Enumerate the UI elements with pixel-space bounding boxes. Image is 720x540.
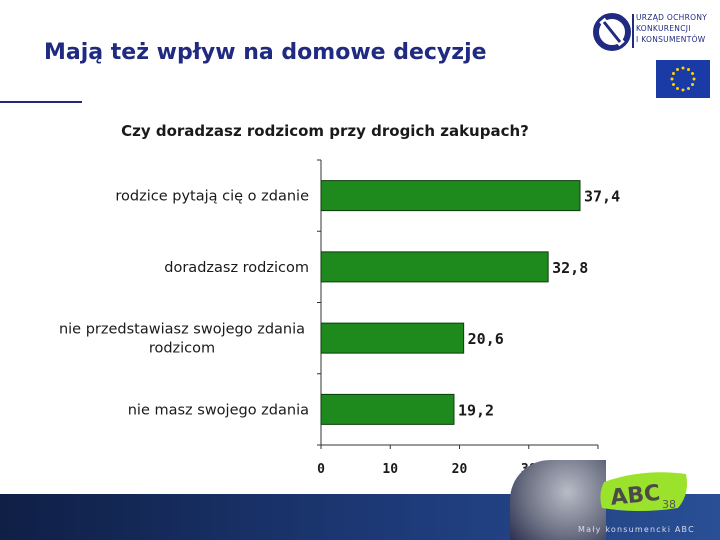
x-tick-label: 10 <box>382 462 398 477</box>
logo-line: I KONSUMENTÓW <box>636 35 706 44</box>
category-label-line: nie masz swojego zdania <box>128 402 309 418</box>
eu-star-icon <box>681 66 685 70</box>
eu-star-icon <box>671 72 675 75</box>
bar <box>320 251 549 283</box>
eu-star-icon <box>681 88 685 92</box>
eu-star-icon <box>691 83 695 86</box>
logo-text: URZĄD OCHRONY KONKURENCJI I KONSUMENTÓW <box>636 12 716 45</box>
eu-star-icon <box>676 87 679 91</box>
abc-badge: ABC <box>600 472 687 511</box>
eu-star-icon <box>676 67 679 71</box>
category-label: nie masz swojego zdania <box>128 402 309 418</box>
x-tick-label: 0 <box>317 462 325 477</box>
category-label-line: rodzicom <box>149 341 215 357</box>
slide-title: Mają też wpływ na domowe decyzje <box>44 40 487 65</box>
title-divider <box>0 101 82 103</box>
uokik-logo-icon <box>593 13 631 51</box>
uokik-logo: URZĄD OCHRONY KONKURENCJI I KONSUMENTÓW <box>592 10 712 56</box>
eu-star-icon <box>691 72 695 75</box>
logo-line: KONKURENCJI <box>636 24 691 33</box>
category-label-line: rodzice pytają cię o zdanie <box>115 189 309 205</box>
eu-star-icon <box>687 67 690 71</box>
category-label: rodzice pytają cię o zdanie <box>115 189 309 205</box>
page-number: 38 <box>662 498 676 511</box>
value-label: 32,8 <box>552 259 588 277</box>
footer-photo <box>510 460 606 540</box>
bar <box>320 322 465 354</box>
category-label-line: nie przedstawiasz swojego zdania <box>59 322 305 338</box>
bar <box>320 180 581 212</box>
logo-divider <box>632 14 634 48</box>
value-label: 37,4 <box>584 188 620 206</box>
eu-star-icon <box>671 83 675 86</box>
logo-line: URZĄD OCHRONY <box>636 13 708 22</box>
bar <box>320 393 455 425</box>
value-label: 20,6 <box>468 330 504 348</box>
eu-star-icon <box>670 77 674 81</box>
category-label-line: doradzasz rodzicom <box>164 260 309 276</box>
category-label: doradzasz rodzicom <box>164 260 309 276</box>
eu-star-icon <box>687 87 690 91</box>
abc-badge-text: ABC <box>609 481 661 511</box>
x-tick-label: 20 <box>452 462 468 477</box>
eu-star-icon <box>692 77 696 81</box>
footer-tagline: Mały konsumencki ABC <box>578 525 695 534</box>
eu-flag-icon <box>656 60 710 98</box>
chart-title: Czy doradzasz rodzicom przy drogich zaku… <box>121 122 529 140</box>
category-label: nie przedstawiasz swojego zdania rodzicom <box>59 322 305 357</box>
value-label: 19,2 <box>458 401 494 419</box>
